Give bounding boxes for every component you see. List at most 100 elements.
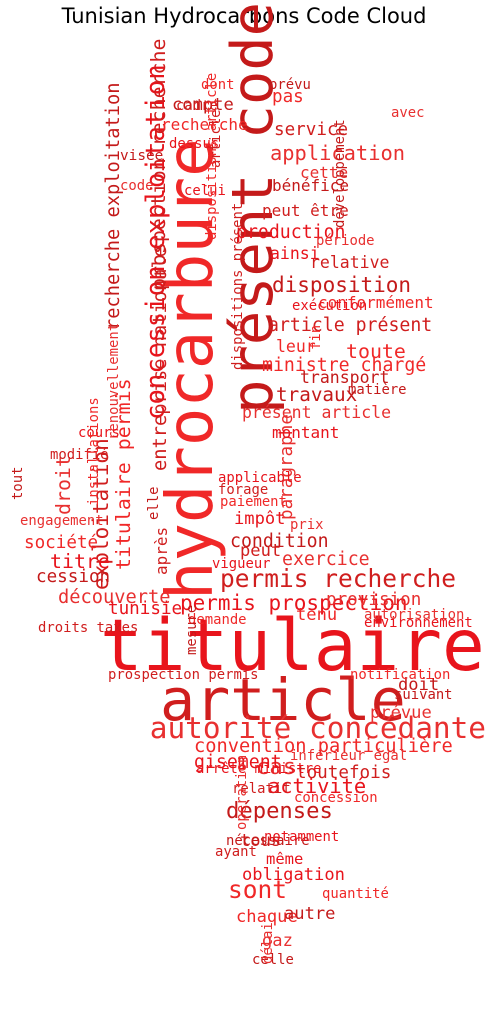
word-doit: doit	[398, 675, 439, 695]
word-tout: tout	[10, 467, 26, 500]
word-paiement: paiement	[220, 494, 287, 510]
word-ministre-charge: ministre chargé	[262, 355, 426, 376]
word-gaz: gaz	[262, 931, 293, 951]
word-impot: impôt	[234, 509, 285, 529]
word-obligation: obligation	[242, 865, 345, 885]
word-permis-prospection: permis prospection	[180, 591, 408, 615]
word-pas: pas	[272, 87, 304, 107]
word-condition: condition	[230, 531, 329, 552]
word-cours: cours	[78, 425, 120, 441]
word-montant: montant	[272, 423, 339, 442]
word-concession: concession	[294, 790, 378, 806]
word-article: article	[160, 666, 406, 734]
word-tous: tous	[240, 831, 281, 851]
word-convention-particuliere: convention particulière	[194, 736, 453, 757]
word-present-article: présent article	[242, 403, 391, 422]
word-elle: elle	[146, 487, 162, 520]
word-apres: après	[152, 527, 171, 575]
word-dont: dont	[201, 77, 234, 93]
word-developpement: développement	[332, 119, 348, 228]
word-disposition: disposition	[272, 273, 411, 297]
word-conformement: conformément	[318, 293, 434, 312]
word-application: application	[270, 141, 405, 165]
word-entreprise-nationale: entreprise nationale	[150, 246, 171, 471]
word-relatif: relatif	[232, 781, 291, 797]
word-cette: cette	[300, 163, 348, 182]
word-compte: compte	[172, 95, 234, 115]
word-travaux: travaux	[276, 383, 357, 406]
word-cession: cession	[36, 567, 110, 587]
word-leur: leur	[276, 337, 316, 356]
word-gisement: gisement	[194, 752, 282, 773]
word-mesure: mesure	[184, 605, 200, 655]
word-tunisie: tunisie	[108, 599, 182, 619]
word-delai: délai	[260, 922, 276, 964]
word-avec: avec	[391, 105, 424, 121]
word-activite: activité	[268, 774, 366, 798]
word-fin: fin	[308, 325, 324, 350]
word-sont: sont	[228, 875, 287, 904]
word-autre: autre	[284, 904, 335, 924]
word-necessaire: nécessaire	[226, 833, 310, 849]
word-dessus: dessus	[169, 136, 219, 152]
word-code: code	[120, 178, 153, 194]
word-notamment: notamment	[264, 829, 339, 845]
word-article: article	[208, 109, 224, 168]
word-toutefois: toutefois	[296, 763, 391, 783]
word-demande: demande	[188, 612, 247, 628]
word-prospection-recherche: prospection recherche	[147, 39, 170, 290]
word-prevue: prévue	[370, 703, 432, 723]
word-forage: forage	[218, 482, 268, 498]
word-provision: provision	[326, 590, 421, 610]
word-quantite: quantité	[322, 886, 389, 902]
word-present-code: présent code	[220, 2, 286, 414]
word-vigueur: vigueur	[212, 556, 271, 572]
page-title: Tunisian Hydrocarbons Code Cloud	[61, 4, 427, 28]
word-installations: installations	[86, 397, 102, 506]
word-concession-exploitation: concession exploitation	[141, 64, 171, 420]
word-suivant: suivant	[394, 687, 453, 703]
word-celle: celle	[252, 952, 294, 968]
word-peut: peut	[240, 541, 281, 561]
word-notification: notification	[350, 667, 450, 683]
word-applicable: applicable	[218, 470, 302, 486]
word-exercice: exercice	[282, 549, 370, 570]
word-periode: période	[316, 233, 375, 249]
word-inferieur-egal: inférieur égal	[290, 748, 407, 764]
word-service: service	[274, 120, 348, 140]
word-recherche-exploitation: recherche exploitation	[103, 82, 124, 330]
word-autorite-concedante: autorité concédante	[150, 711, 486, 745]
word-autorisation: autorisation	[364, 607, 464, 623]
word-prix: prix	[290, 517, 323, 533]
word-chaque: chaque	[236, 907, 298, 927]
word-hydrocarbure: hydrocarbure	[154, 138, 228, 600]
word-cas: cas	[256, 754, 296, 780]
word-droit: droit	[52, 455, 75, 515]
word-permis-recherche: permis recherche	[220, 564, 456, 593]
word-depenses: dépenses	[226, 798, 333, 824]
word-operation: opération	[234, 755, 250, 830]
word-decouverte: découverte	[58, 587, 171, 608]
word-titulaire-permis: titulaire permis	[112, 378, 135, 570]
word-transport: transport	[300, 368, 389, 387]
word-visee: visée	[120, 148, 163, 164]
word-toute: toute	[346, 340, 406, 363]
word-engagement: engagement	[20, 513, 104, 529]
word-execution: exécution	[292, 298, 367, 314]
word-recherche: recherche	[161, 115, 248, 134]
word-dispositions-article: dispositions article	[204, 73, 220, 240]
word-titulaire: titulaire	[100, 604, 485, 687]
word-benefice: bénéfice	[272, 176, 349, 195]
word-peut-etre: peut être	[262, 201, 349, 220]
word-meme: même	[266, 850, 303, 868]
word-celui: celui	[184, 183, 226, 199]
word-exploitation: exploitation	[89, 438, 113, 590]
word-relative: relative	[310, 253, 389, 272]
word-droits-taxes: droits taxes	[38, 620, 138, 636]
word-production: production	[236, 222, 346, 243]
word-arrete-ministre: arrêté ministre	[196, 761, 321, 777]
word-societe: société	[24, 533, 98, 553]
word-tenu: tenu	[296, 605, 337, 625]
word-dispositions-present: dispositions présent	[230, 203, 246, 370]
